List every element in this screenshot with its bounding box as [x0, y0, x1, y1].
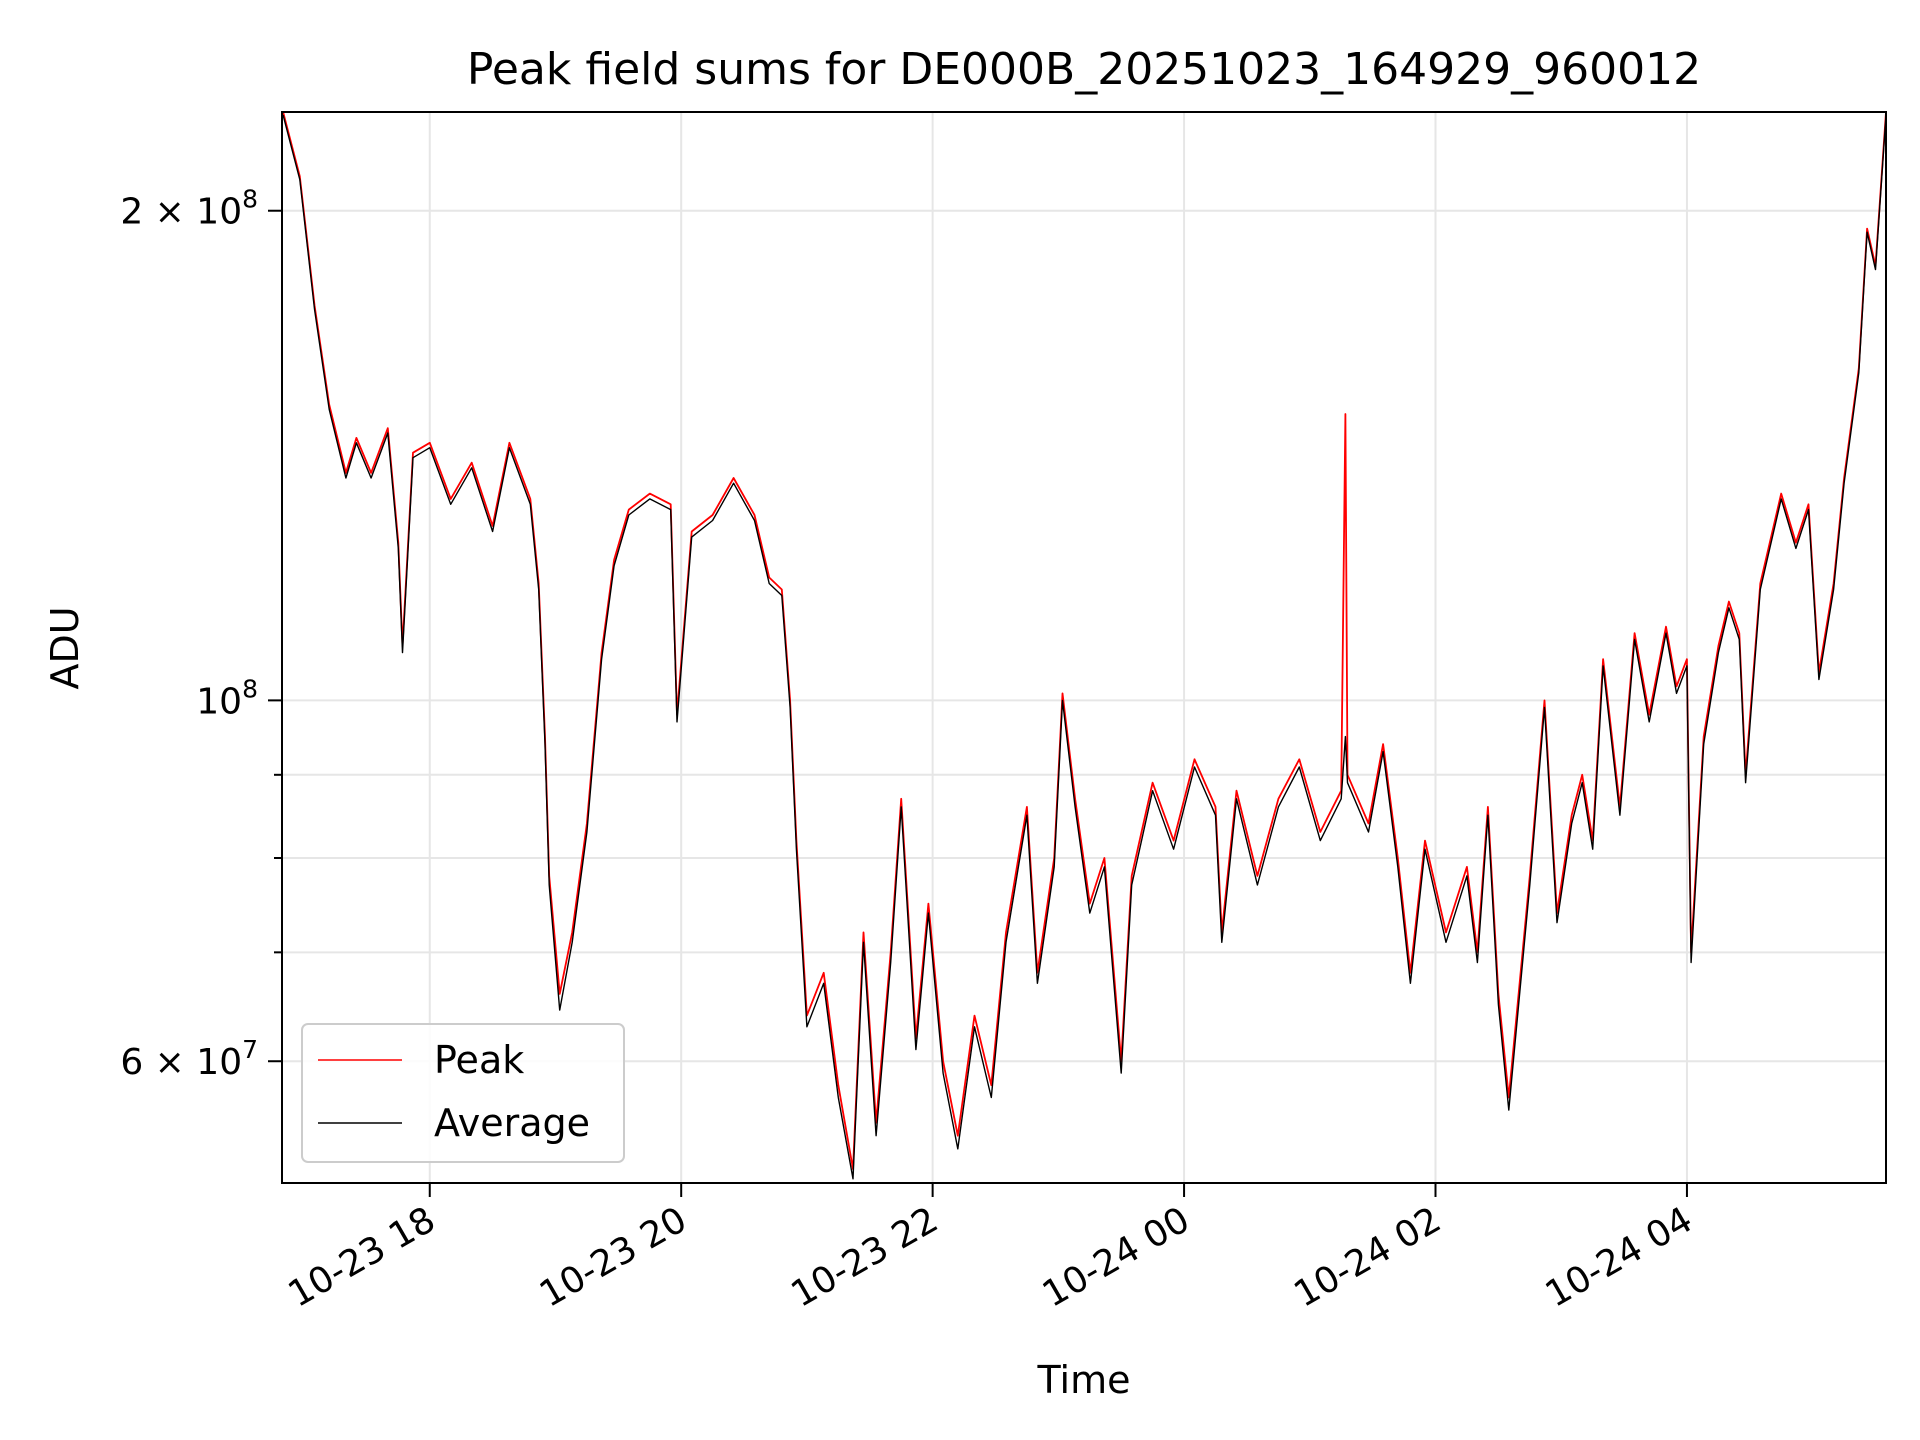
y-tick-ten: 10	[196, 681, 242, 722]
y-tick-base: 2	[120, 192, 143, 233]
y-tick-times: × 10	[143, 192, 242, 233]
chart-title: Peak field sums for DE000B_20251023_1649…	[467, 44, 1701, 95]
series-layer	[282, 111, 1887, 1180]
legend-label-average: Average	[434, 1101, 590, 1145]
x-axis-label: Time	[1037, 1358, 1131, 1402]
axes-frame	[281, 111, 1887, 1184]
y-tick-exponent: 8	[242, 185, 258, 214]
legend-label-peak: Peak	[434, 1038, 524, 1082]
series-line-average	[282, 114, 1887, 1180]
plot-area	[281, 111, 1887, 1184]
y-tick-exponent: 8	[242, 674, 258, 703]
legend-box	[301, 1023, 625, 1163]
y-tick-base: 6	[120, 1042, 143, 1083]
y-tick-label: 108	[196, 674, 258, 722]
y-tick-times: × 10	[143, 1042, 242, 1083]
y-tick-exponent: 7	[242, 1035, 258, 1064]
grid	[282, 112, 1886, 1183]
y-axis-label: ADU	[43, 606, 87, 689]
y-tick-label: 2 × 108	[120, 185, 258, 233]
legend: Peak Average	[301, 1023, 625, 1163]
y-tick-label: 6 × 107	[120, 1035, 258, 1083]
